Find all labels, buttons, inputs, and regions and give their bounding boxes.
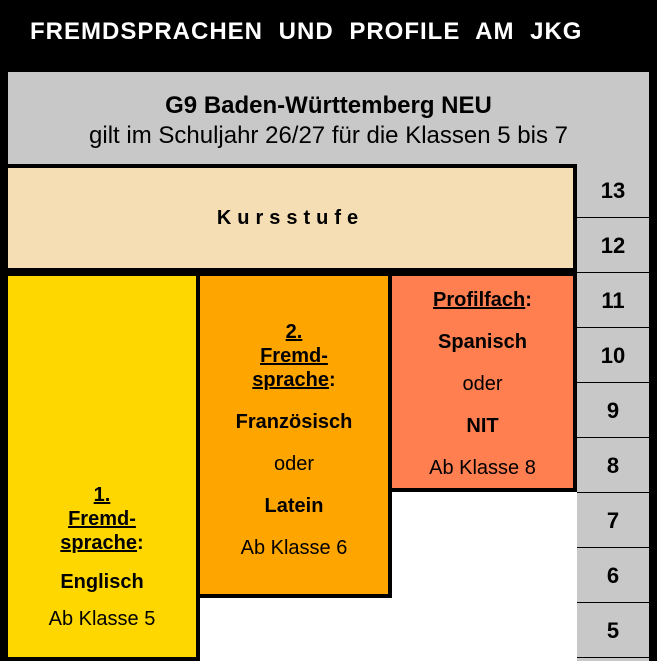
header-title: G9 Baden-Württemberg NEU (165, 92, 492, 119)
second-language-box: 2. Fremd- sprache: Französisch oder Late… (196, 272, 392, 598)
second-language-label-line1: Fremd- (260, 345, 328, 367)
grade-cell: 5 (577, 604, 649, 658)
grade-cell: 7 (577, 494, 649, 548)
grade-cell: 8 (577, 439, 649, 493)
grade-cell: 13 (577, 164, 649, 218)
second-language-connector: oder (273, 453, 315, 475)
first-language-label-line2: sprache: (60, 532, 144, 554)
first-language-number: 1. (93, 484, 111, 506)
grade-cell: 12 (577, 219, 649, 273)
grade-cell: 10 (577, 329, 649, 383)
grade-cell: 6 (577, 549, 649, 603)
second-language-label-line2: sprache: (252, 369, 336, 391)
header-box: G9 Baden-Württemberg NEU gilt im Schulja… (8, 72, 649, 164)
profile-option2: NIT (466, 415, 499, 437)
second-language-number: 2. (285, 321, 303, 343)
profile-start: Ab Klasse 8 (429, 457, 536, 479)
profile-connector: oder (462, 373, 503, 395)
page-title: FREMDSPRACHEN UND PROFILE AM JKG (30, 18, 583, 45)
kursstufe-label: Kursstufe (216, 206, 365, 229)
first-language-start: Ab Klasse 5 (48, 608, 156, 630)
profile-label: Profilfach: (433, 289, 532, 311)
first-language-box: 1. Fremd- sprache: Englisch Ab Klasse 5 (4, 272, 200, 661)
kursstufe-box: Kursstufe (4, 164, 577, 272)
first-language-subject: Englisch (60, 571, 144, 593)
profile-option1: Spanisch (438, 331, 527, 353)
second-language-option1: Französisch (235, 411, 353, 433)
second-language-start: Ab Klasse 6 (240, 537, 348, 559)
profile-box: Profilfach: Spanisch oder NIT Ab Klasse … (388, 272, 577, 492)
header-subtitle: gilt im Schuljahr 26/27 für die Klassen … (89, 122, 568, 149)
grade-cell: 9 (577, 384, 649, 438)
grade-cell: 11 (577, 274, 649, 328)
second-language-option2: Latein (264, 495, 324, 517)
first-language-label-line1: Fremd- (68, 508, 136, 530)
grade-column: 13 12 11 10 9 8 7 6 5 (577, 164, 649, 661)
